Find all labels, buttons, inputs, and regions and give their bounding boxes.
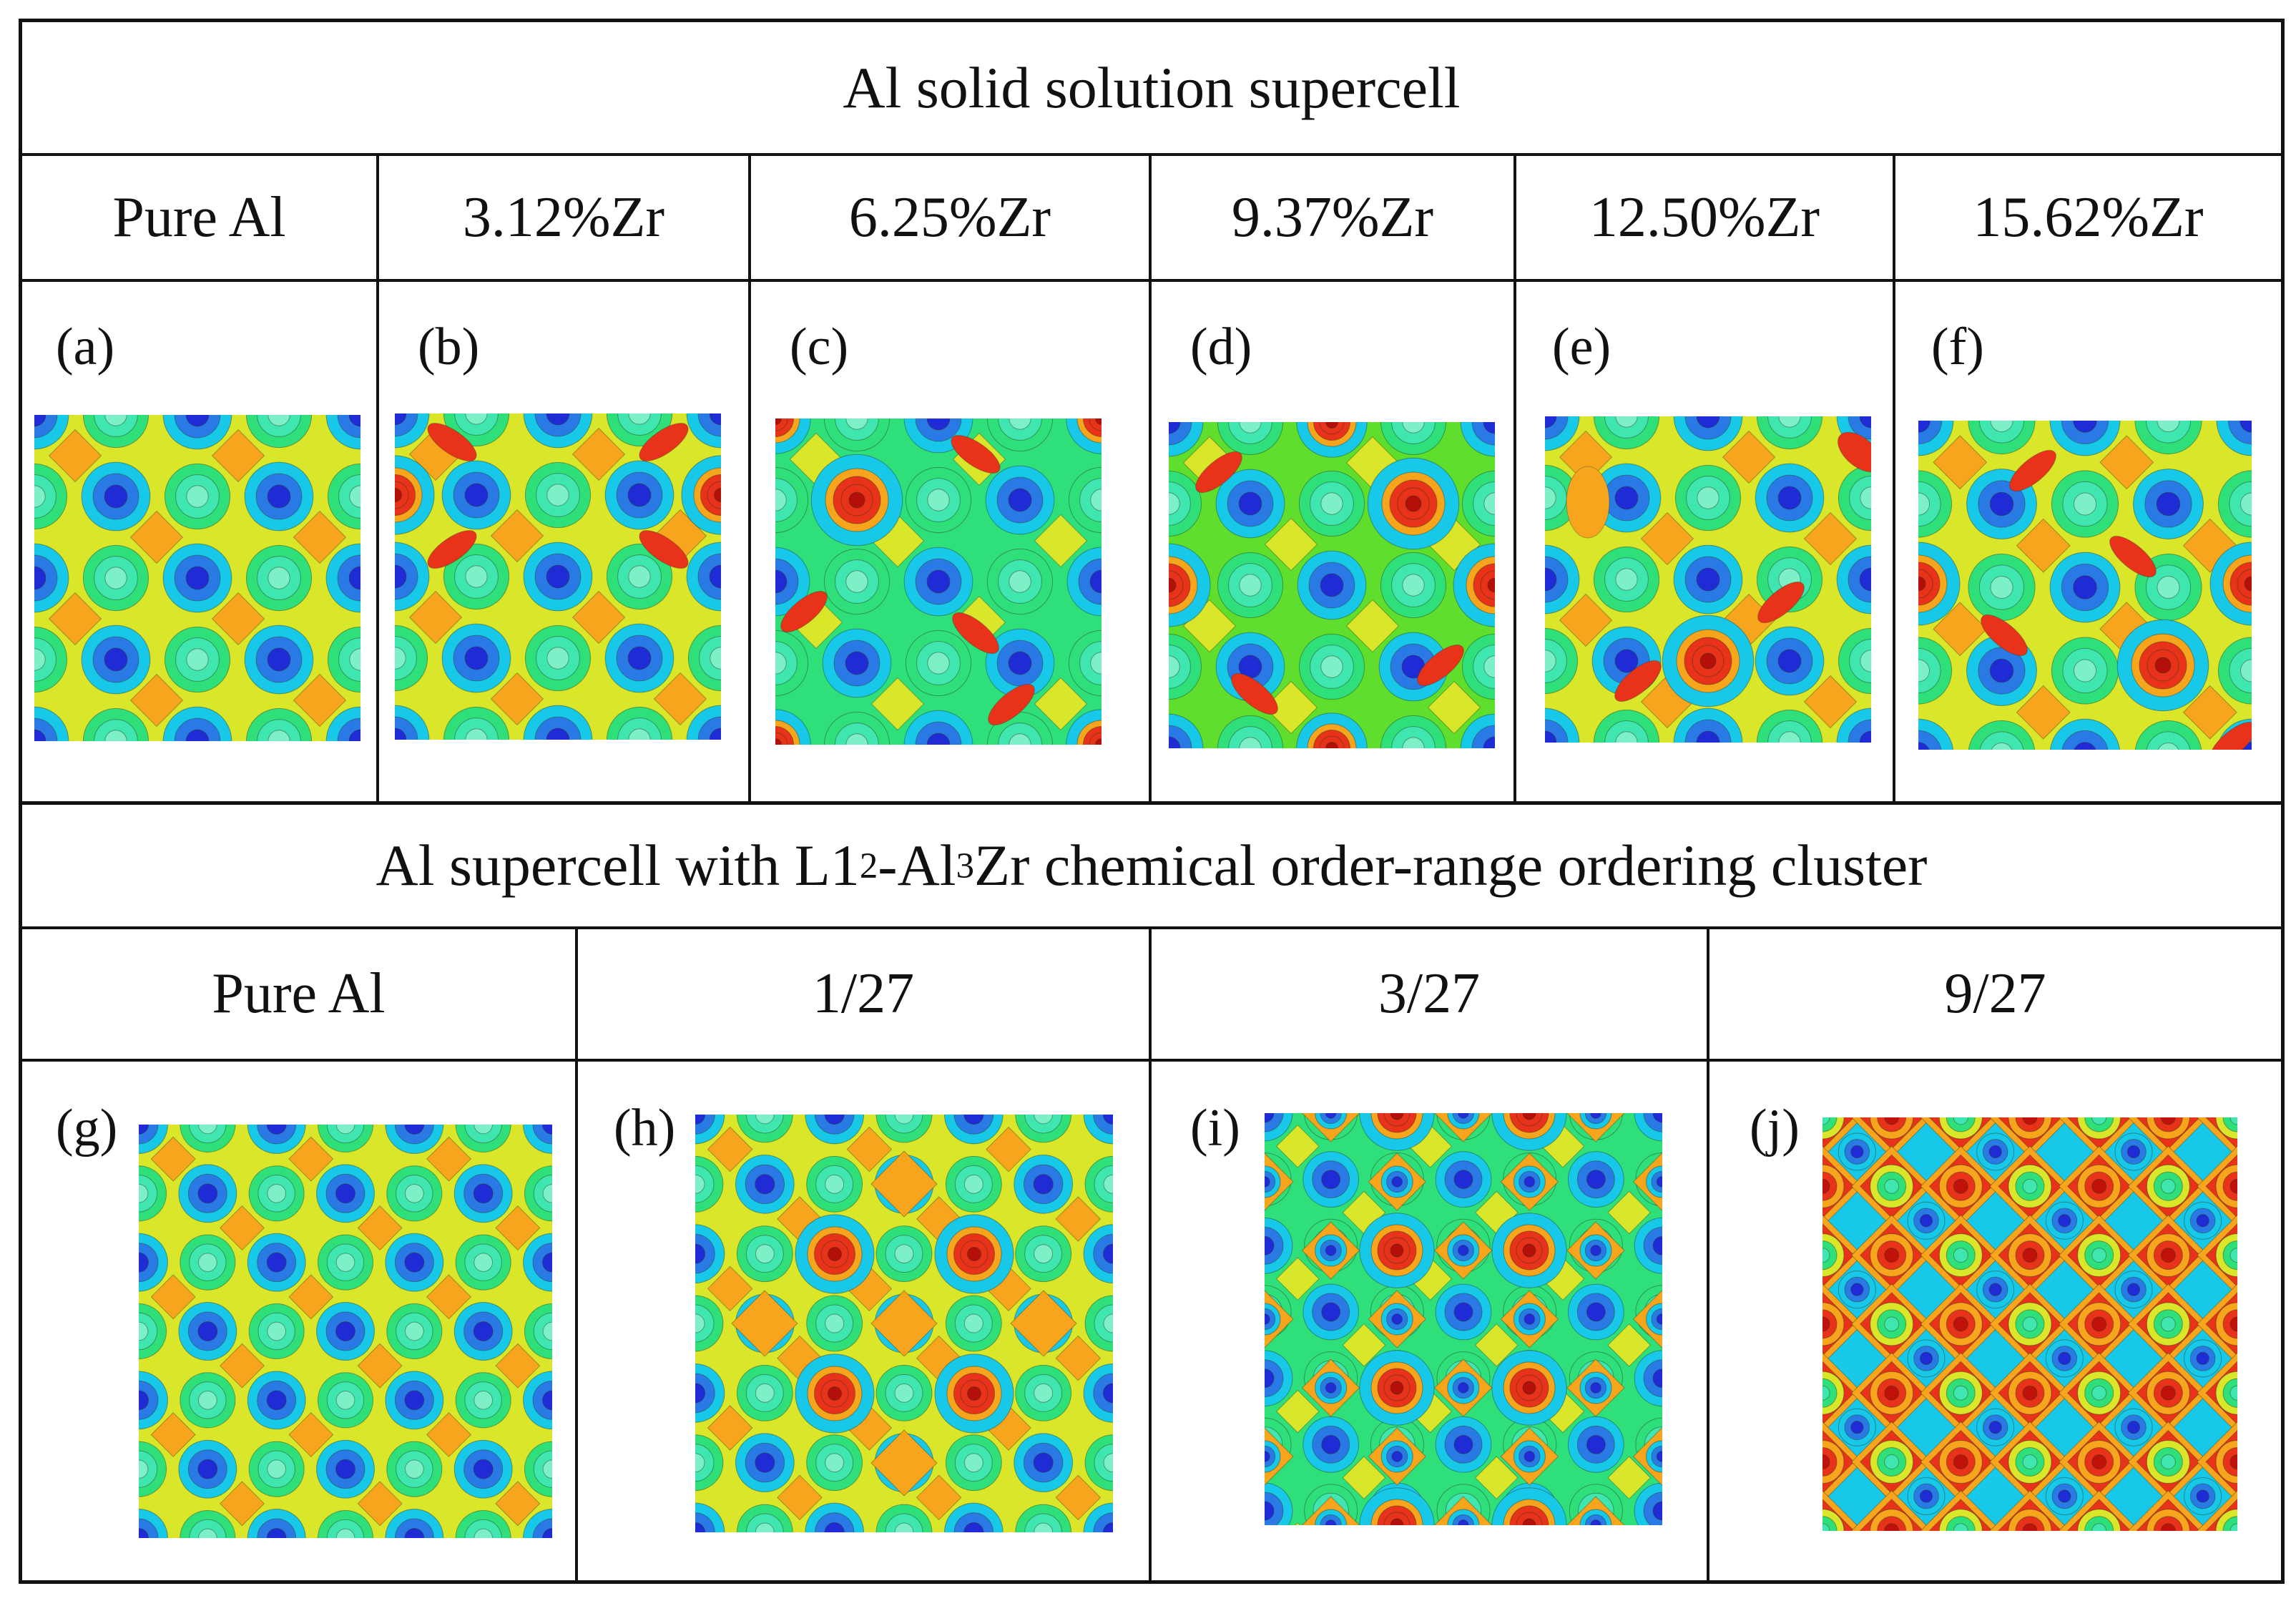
contour-map-d bbox=[1169, 422, 1495, 748]
header-pure-al-bottom: Pure Al bbox=[212, 962, 386, 1025]
vsep-bottom-1 bbox=[575, 928, 578, 1582]
panel-label-c: (c) bbox=[790, 318, 849, 376]
rule-below-headers-bottom bbox=[19, 1059, 2285, 1062]
bottom-title-pre: Al supercell with L1 bbox=[376, 833, 860, 898]
header-pure-al-top: Pure Al bbox=[112, 185, 286, 249]
contour-map-b bbox=[395, 413, 721, 740]
panel-label-i: (i) bbox=[1190, 1099, 1240, 1157]
header-3.12-zr: 3.12%Zr bbox=[462, 185, 665, 249]
panel-label-d: (d) bbox=[1190, 318, 1252, 376]
panel-label-j: (j) bbox=[1750, 1099, 1800, 1157]
contour-map-i bbox=[1265, 1113, 1662, 1525]
vsep-bottom-3 bbox=[1707, 928, 1709, 1582]
vsep-top-5 bbox=[1893, 153, 1895, 803]
rule-below-panels-top bbox=[19, 801, 2285, 805]
border-top bbox=[19, 19, 2285, 22]
header-12.50-zr: 12.50%Zr bbox=[1589, 185, 1820, 249]
contour-map-a bbox=[34, 415, 360, 741]
contour-map-h bbox=[695, 1115, 1113, 1532]
vsep-top-3 bbox=[1149, 153, 1152, 803]
header-1-27: 1/27 bbox=[812, 962, 915, 1025]
contour-map-j bbox=[1822, 1117, 2237, 1531]
bottom-title-mid: -Al bbox=[878, 833, 956, 898]
panel-label-e: (e) bbox=[1552, 318, 1611, 376]
panel-label-b: (b) bbox=[418, 318, 480, 376]
rule-below-title-bottom bbox=[19, 926, 2285, 929]
rule-below-headers-top bbox=[19, 279, 2285, 282]
vsep-top-4 bbox=[1514, 153, 1516, 803]
bottom-title-sub2: 3 bbox=[956, 846, 975, 886]
header-3-27: 3/27 bbox=[1378, 962, 1481, 1025]
bottom-title-sub1: 2 bbox=[859, 846, 878, 886]
vsep-bottom-2 bbox=[1149, 928, 1152, 1582]
panel-label-g: (g) bbox=[56, 1099, 118, 1157]
top-section-title: Al solid solution supercell bbox=[843, 54, 1461, 120]
contour-map-c bbox=[775, 418, 1102, 745]
panel-label-a: (a) bbox=[56, 318, 115, 376]
vsep-top-1 bbox=[376, 153, 379, 803]
contour-map-f bbox=[1918, 421, 2252, 750]
bottom-section-title: Al supercell with L1 2 -Al 3 Zr chemical ord… bbox=[22, 805, 2281, 926]
border-bottom bbox=[19, 1580, 2285, 1584]
contour-map-e bbox=[1545, 416, 1871, 743]
header-9.37-zr: 9.37%Zr bbox=[1231, 185, 1434, 249]
contour-map-g bbox=[139, 1125, 552, 1538]
bottom-title-post: Zr chemical order-range ordering cluster bbox=[974, 833, 1928, 898]
header-15.62-zr: 15.62%Zr bbox=[1973, 185, 2204, 249]
header-6.25-zr: 6.25%Zr bbox=[848, 185, 1051, 249]
header-9-27: 9/27 bbox=[1944, 962, 2046, 1025]
vsep-top-2 bbox=[748, 153, 751, 803]
panel-label-h: (h) bbox=[614, 1099, 676, 1157]
panel-label-f: (f) bbox=[1931, 318, 1984, 376]
rule-below-title-top bbox=[19, 153, 2285, 156]
